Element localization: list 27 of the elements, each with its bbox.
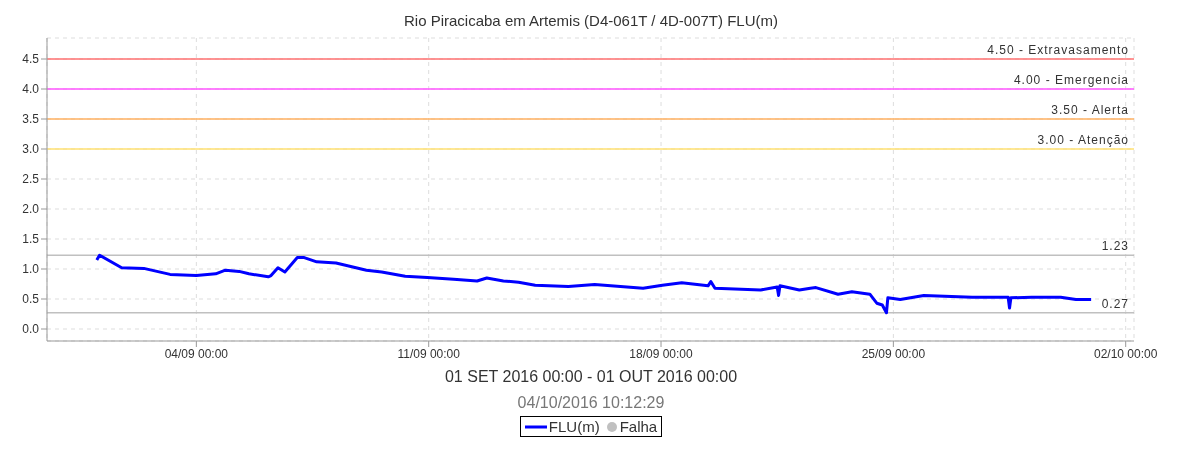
legend-label: Falha (619, 418, 658, 435)
x-tick-label: 02/10 00:00 (1094, 346, 1158, 361)
y-tick-label: 2.5 (22, 172, 40, 187)
legend-label: FLU(m) (548, 418, 600, 435)
line-series (95, 253, 1093, 315)
y-tick-label: 4.5 (22, 52, 40, 67)
chart-title: Rio Piracicaba em Artemis (D4-061T / 4D-007T) FLU(m) (403, 11, 779, 31)
ref-line-label: 4.00 - Emergencia (1013, 73, 1129, 87)
x-tick-label: 11/09 00:00 (397, 346, 461, 361)
ref-line-label: 3.00 - Atenção (1037, 133, 1129, 147)
y-tick-label: 4.0 (22, 82, 40, 97)
x-tick-label: 04/09 00:00 (164, 346, 229, 361)
text: 04/10/2016 10:12:29 (516, 394, 666, 412)
x-tick-label: 25/09 00:00 (861, 346, 926, 361)
y-tick-label: 2.0 (22, 202, 40, 217)
y-tick-label: 3.0 (22, 142, 40, 157)
y-tick-label: 0.0 (22, 322, 40, 337)
y-tick-label: 1.5 (22, 232, 40, 247)
y-tick-label: 1.0 (22, 262, 40, 277)
ref-line-label: 0.27 (1101, 296, 1129, 311)
ref-line-label: 1.23 (1101, 239, 1129, 254)
y-tick-label: 0.5 (22, 292, 40, 307)
x-axis-title: 01 SET 2016 00:00 - 01 OUT 2016 00:00 (443, 368, 739, 386)
ref-line-label: 4.50 - Extravasamento (987, 43, 1129, 57)
y-tick-label: 3.5 (22, 112, 40, 127)
x-tick-label: 18/09 00:00 (629, 346, 694, 361)
ref-line-label: 3.50 - Alerta (1051, 103, 1129, 117)
